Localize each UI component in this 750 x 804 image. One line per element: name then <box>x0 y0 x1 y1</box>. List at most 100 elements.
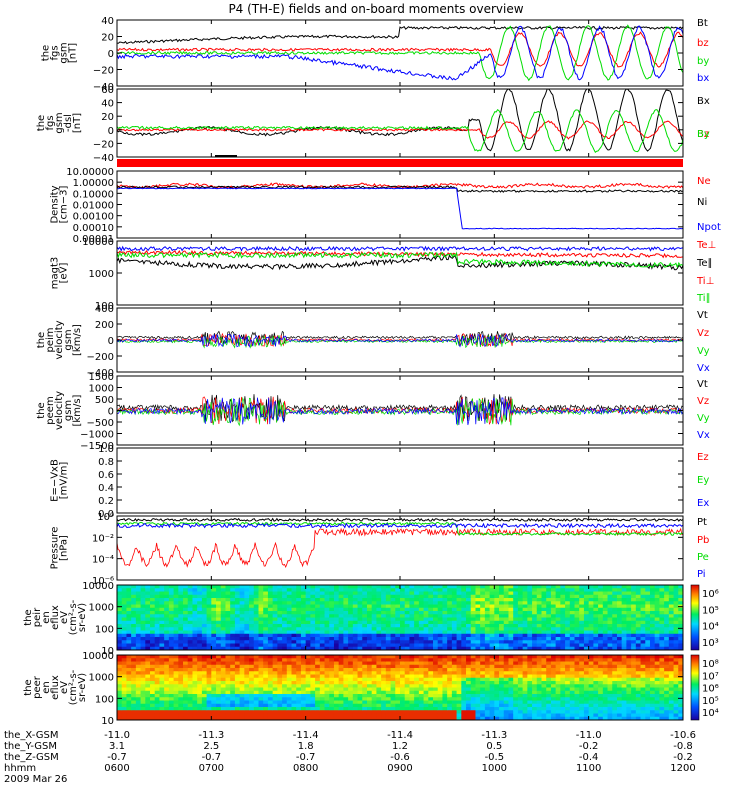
ytick-label: 0 <box>108 49 114 60</box>
legend-Vt: Vt <box>697 310 708 321</box>
ytick-label: 0 <box>108 336 114 347</box>
traces <box>117 519 683 567</box>
traces <box>117 247 683 270</box>
legend-Vx: Vx <box>697 430 710 441</box>
ytick-label: 500 <box>95 395 114 406</box>
legend-bz: bz <box>697 38 709 49</box>
colorbar-label: 10⁴ <box>702 622 719 633</box>
ytick-label: 400 <box>95 304 114 315</box>
ytick-label: 10000 <box>82 237 114 248</box>
ytick-label: 0.10000 <box>73 189 114 200</box>
ytick-label: 0.2 <box>98 496 114 507</box>
panel-frame <box>117 89 683 157</box>
legend-Pi: Pi <box>697 569 706 580</box>
legend-Bx: Bx <box>697 96 710 107</box>
ytick-label: 0.01000 <box>73 201 114 212</box>
ytick-label: 0 <box>108 407 114 418</box>
ytick-label: 1000 <box>89 269 114 280</box>
ytick-label: 1.00000 <box>73 178 114 189</box>
colorbar-label: 10⁵ <box>702 605 719 616</box>
legend-By: By <box>697 129 710 140</box>
legend-Vy: Vy <box>697 413 710 424</box>
legend-Ez: Ez <box>697 452 709 463</box>
ytick-label: 0.4 <box>98 483 114 494</box>
legend-Vx: Vx <box>697 363 710 374</box>
panel-density: NeNiNpot10.000001.000000.100000.010000.0… <box>50 167 721 245</box>
ytick-label: 0.00100 <box>73 212 114 223</box>
ytick-label: 60 <box>101 85 114 96</box>
ytick-label: 20 <box>101 33 114 44</box>
ytick-label: 40 <box>101 16 114 27</box>
ytick-label: 1000 <box>89 384 114 395</box>
ylabel: [km/s] <box>72 394 83 426</box>
legend-Ex: Ex <box>697 498 709 509</box>
legend-Bt: Bt <box>697 18 708 29</box>
panel-frame <box>117 171 683 238</box>
series-line <box>117 89 683 151</box>
ylabel: [eV] <box>59 263 70 284</box>
ytick-label: 1500 <box>89 372 114 383</box>
panel-frame <box>117 448 683 513</box>
legend-Ey: Ey <box>697 475 709 486</box>
ytick-label: −20 <box>93 66 114 77</box>
ytick-label: −20 <box>93 139 114 150</box>
legend-Pt: Pt <box>697 517 707 528</box>
series-line <box>117 524 683 528</box>
series-line <box>117 188 683 229</box>
ylabel: [nT] <box>68 43 79 63</box>
colorbar-label: 10⁶ <box>702 589 719 600</box>
ytick-label: −200 <box>87 352 114 363</box>
legend-Npot: Npot <box>697 222 721 233</box>
ylabel: sr-eV) <box>77 603 88 632</box>
series-line <box>117 529 683 567</box>
series-line <box>117 25 683 80</box>
traces <box>117 25 683 80</box>
traces <box>117 89 683 152</box>
ytick-label: 40 <box>101 99 114 110</box>
legend-bx: bx <box>697 73 709 84</box>
ytick-label: 20 <box>101 112 114 123</box>
series-line <box>117 121 683 139</box>
panel-peim_velocity: VtVzVyVx4002000−200−400thepeimvelocitygs… <box>36 304 710 379</box>
ytick-label: 100 <box>95 624 114 635</box>
series-line <box>117 247 683 251</box>
panel-peer_spec: 10⁸10⁷10⁶10⁵10⁴10000100010010thepeerenef… <box>23 651 719 727</box>
panel-peir_spec: 10⁶10⁵10⁴10³10000100010010thepeireneflux… <box>23 581 719 657</box>
legend-Te⊥: Te⊥ <box>696 240 716 251</box>
ylabel: [nPa] <box>59 535 70 561</box>
legend-Ne: Ne <box>697 176 711 187</box>
ylabel: [cm−3] <box>59 186 70 224</box>
ytick-label: 0.6 <box>98 470 114 481</box>
panels: Btbzbybx40200−20−40thefgsgsm[nT]BxBzBy60… <box>23 16 721 727</box>
ytick-label: 200 <box>95 320 114 331</box>
ylabel: [nT] <box>72 113 83 133</box>
traces <box>117 585 684 651</box>
ytick-label: 1.0 <box>98 444 114 455</box>
ytick-label: −1000 <box>80 430 114 441</box>
panel-peem_velocity: VtVzVyVx150010005000−500−1000−1500thepee… <box>36 372 710 452</box>
legend-Te∥: Te∥ <box>696 258 713 269</box>
ytick-label: 1000 <box>89 603 114 614</box>
colorbar <box>691 585 699 650</box>
figure-title: P4 (TH-E) fields and on-board moments ov… <box>228 2 523 16</box>
ylabel: [mV/m] <box>59 462 70 500</box>
traces <box>117 331 683 347</box>
traces <box>117 655 684 721</box>
ytick-label: 0.8 <box>98 457 114 468</box>
traces <box>117 183 683 229</box>
ytick-label: −500 <box>87 418 114 429</box>
legend-Vz: Vz <box>697 396 709 407</box>
legend-Ti∥: Ti∥ <box>696 293 711 304</box>
legend-Vz: Vz <box>697 328 709 339</box>
ytick-label: −40 <box>93 153 114 164</box>
series-line <box>117 110 683 153</box>
ytick-label: 0.00010 <box>73 223 114 234</box>
series-line <box>117 32 683 67</box>
legend-Ti⊥: Ti⊥ <box>696 276 714 287</box>
